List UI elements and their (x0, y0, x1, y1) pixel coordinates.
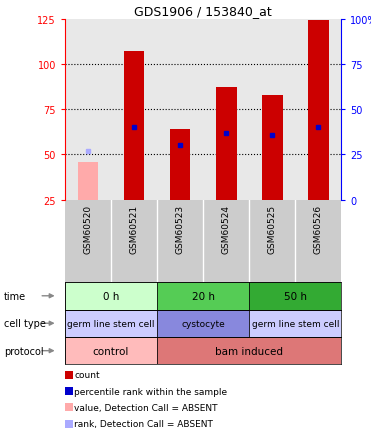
Bar (157, 283, 249, 310)
Bar (157, 337, 341, 365)
Text: percentile rank within the sample: percentile rank within the sample (74, 387, 227, 396)
Text: control: control (93, 346, 129, 356)
Bar (65, 283, 157, 310)
Text: germ line stem cell: germ line stem cell (67, 319, 155, 328)
Bar (216, 88, 237, 200)
Text: germ line stem cell: germ line stem cell (252, 319, 339, 328)
Text: 50 h: 50 h (284, 291, 307, 301)
Text: protocol: protocol (4, 346, 43, 356)
Text: GSM60520: GSM60520 (83, 204, 92, 253)
Bar (78, 162, 98, 200)
Text: value, Detection Call = ABSENT: value, Detection Call = ABSENT (74, 403, 218, 412)
Text: cell type: cell type (4, 319, 46, 329)
Text: rank, Detection Call = ABSENT: rank, Detection Call = ABSENT (74, 419, 213, 428)
Bar (308, 21, 329, 200)
Text: 0 h: 0 h (103, 291, 119, 301)
Bar (65, 337, 157, 365)
Text: time: time (4, 291, 26, 301)
Text: GSM60521: GSM60521 (129, 204, 138, 253)
Bar (124, 52, 144, 200)
Bar (65, 310, 157, 337)
Bar (157, 310, 249, 337)
Text: GSM60526: GSM60526 (314, 204, 323, 253)
Text: count: count (74, 370, 100, 379)
Text: cystocyte: cystocyte (181, 319, 225, 328)
Bar (170, 130, 190, 200)
Text: GSM60524: GSM60524 (221, 204, 231, 253)
Bar (249, 283, 341, 310)
Bar (262, 95, 283, 200)
Text: GSM60523: GSM60523 (175, 204, 185, 253)
Text: bam induced: bam induced (215, 346, 283, 356)
Title: GDS1906 / 153840_at: GDS1906 / 153840_at (134, 5, 272, 18)
Text: GSM60525: GSM60525 (268, 204, 277, 253)
Bar (249, 310, 341, 337)
Text: 20 h: 20 h (192, 291, 214, 301)
